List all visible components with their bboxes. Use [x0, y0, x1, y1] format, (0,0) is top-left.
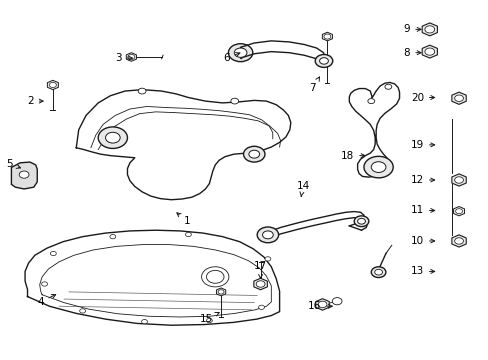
Polygon shape [47, 80, 58, 90]
Text: 9: 9 [403, 24, 420, 35]
Text: 20: 20 [410, 93, 434, 103]
Polygon shape [453, 207, 464, 216]
Circle shape [257, 227, 278, 243]
Polygon shape [451, 235, 465, 247]
Text: 13: 13 [410, 266, 434, 276]
Circle shape [142, 319, 147, 324]
Text: 15: 15 [199, 312, 219, 324]
Circle shape [454, 177, 463, 183]
Text: 11: 11 [410, 206, 434, 216]
Circle shape [370, 267, 385, 278]
Circle shape [206, 319, 212, 323]
Circle shape [384, 84, 391, 89]
Circle shape [234, 48, 246, 57]
Circle shape [256, 281, 264, 287]
Circle shape [363, 156, 392, 178]
Circle shape [353, 216, 368, 226]
Circle shape [258, 305, 264, 310]
Text: 1: 1 [177, 213, 190, 226]
Text: 12: 12 [410, 175, 434, 185]
Circle shape [128, 54, 135, 59]
Circle shape [248, 150, 259, 158]
Circle shape [315, 54, 332, 67]
Text: 2: 2 [27, 96, 43, 106]
Text: 3: 3 [115, 53, 132, 63]
Text: 4: 4 [37, 294, 56, 307]
Circle shape [357, 219, 365, 224]
Circle shape [218, 290, 224, 294]
Circle shape [110, 234, 116, 239]
Polygon shape [315, 299, 328, 310]
Text: 18: 18 [340, 150, 364, 161]
Text: 7: 7 [309, 77, 319, 93]
Circle shape [41, 282, 47, 286]
Circle shape [319, 58, 328, 64]
Circle shape [98, 127, 127, 148]
Circle shape [455, 209, 462, 214]
Circle shape [367, 99, 374, 104]
Circle shape [206, 270, 224, 283]
Text: 5: 5 [6, 159, 20, 169]
Circle shape [228, 44, 252, 62]
Text: 6: 6 [223, 53, 240, 63]
Circle shape [262, 231, 273, 239]
Circle shape [424, 26, 434, 33]
Circle shape [185, 232, 191, 237]
Circle shape [50, 251, 56, 256]
Polygon shape [421, 45, 436, 58]
Circle shape [324, 34, 330, 39]
Text: 14: 14 [296, 181, 309, 197]
Text: 16: 16 [307, 301, 332, 311]
Text: 10: 10 [410, 236, 434, 246]
Circle shape [49, 82, 56, 87]
Polygon shape [451, 174, 465, 186]
Circle shape [201, 267, 228, 287]
Circle shape [331, 298, 341, 305]
Polygon shape [253, 278, 267, 290]
Circle shape [19, 171, 29, 178]
Circle shape [454, 95, 463, 102]
Circle shape [243, 146, 264, 162]
Circle shape [105, 132, 120, 143]
Polygon shape [322, 32, 332, 41]
Polygon shape [421, 23, 436, 36]
Circle shape [424, 48, 434, 55]
Polygon shape [11, 162, 37, 189]
Circle shape [138, 88, 146, 94]
Circle shape [454, 238, 463, 244]
Polygon shape [216, 288, 225, 296]
Polygon shape [451, 92, 465, 104]
Text: 19: 19 [410, 140, 434, 150]
Circle shape [80, 309, 85, 313]
Polygon shape [126, 53, 136, 61]
Text: 8: 8 [403, 48, 420, 58]
Circle shape [230, 98, 238, 104]
Circle shape [318, 301, 326, 308]
Circle shape [374, 269, 382, 275]
Circle shape [264, 257, 270, 261]
Circle shape [370, 162, 385, 172]
Text: 17: 17 [253, 261, 266, 278]
